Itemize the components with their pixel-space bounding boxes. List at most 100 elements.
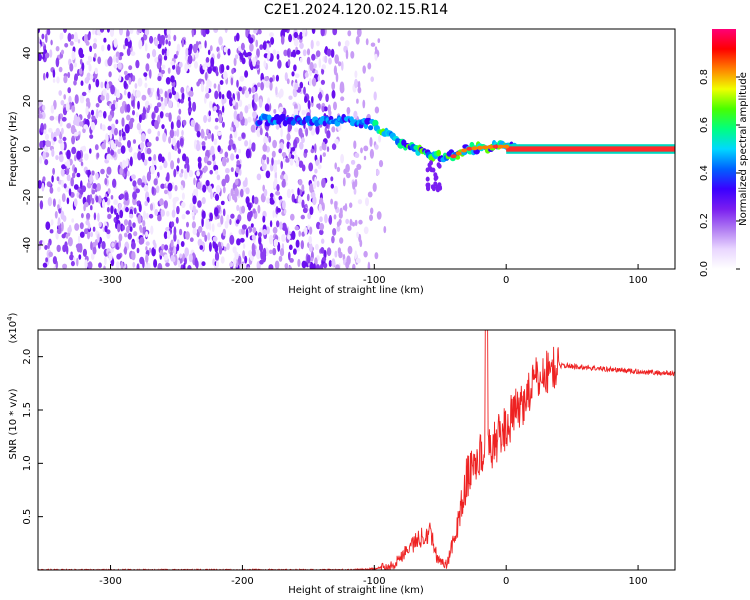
noise-speck: [288, 152, 291, 160]
noise-speck: [247, 103, 252, 109]
noise-speck: [118, 52, 124, 57]
noise-speck: [262, 154, 267, 161]
noise-speck: [58, 66, 63, 73]
noise-speck: [89, 134, 94, 139]
noise-speck: [49, 186, 54, 194]
noise-speck: [100, 81, 104, 89]
noise-speck: [291, 188, 294, 194]
noise-speck: [98, 221, 102, 228]
noise-speck: [199, 245, 204, 250]
noise-speck: [367, 191, 373, 198]
noise-speck: [46, 29, 51, 36]
noise-speck: [316, 180, 320, 188]
x-tick-label: 100: [629, 576, 648, 587]
noise-speck: [362, 99, 366, 109]
noise-speck: [121, 224, 125, 231]
noise-speck: [232, 100, 236, 106]
noise-speck: [90, 252, 95, 260]
noise-speck: [79, 53, 85, 59]
noise-speck: [143, 210, 146, 221]
noise-speck: [135, 90, 141, 98]
noise-speck: [249, 43, 254, 52]
noise-speck: [113, 63, 118, 69]
noise-speck: [184, 62, 189, 72]
noise-speck: [176, 43, 181, 54]
noise-speck: [192, 43, 198, 54]
noise-speck: [235, 154, 239, 160]
y-tick-label: 20: [22, 95, 33, 108]
noise-speck: [287, 234, 291, 240]
noise-speck: [163, 160, 168, 169]
noise-speck: [181, 37, 185, 48]
tone-band-core: [506, 146, 675, 152]
noise-speck: [97, 233, 100, 243]
noise-speck: [49, 115, 55, 121]
noise-speck: [245, 228, 249, 238]
noise-speck: [187, 106, 193, 113]
noise-speck: [124, 232, 128, 238]
noise-speck: [127, 140, 131, 148]
noise-speck: [84, 77, 90, 84]
noise-speck: [62, 136, 67, 142]
signal-blob: [437, 182, 442, 188]
noise-speck: [298, 230, 302, 237]
noise-speck: [306, 56, 311, 65]
signal-blob: [281, 113, 286, 121]
noise-speck: [167, 67, 171, 74]
noise-speck: [118, 203, 122, 209]
noise-speck: [233, 257, 237, 266]
noise-speck: [45, 140, 51, 148]
noise-speck: [90, 109, 95, 116]
noise-speck: [38, 53, 42, 62]
y-tick-label: 0.5: [22, 509, 33, 525]
noise-speck: [143, 159, 148, 166]
x-tick-label: 0: [503, 576, 509, 587]
noise-speck: [330, 198, 333, 205]
noise-speck: [238, 148, 242, 154]
signal-blob: [455, 151, 462, 156]
noise-speck: [376, 169, 380, 176]
noise-speck: [374, 252, 379, 260]
noise-speck: [275, 191, 281, 196]
noise-speck: [294, 127, 299, 133]
noise-speck: [176, 140, 180, 150]
noise-speck: [83, 33, 88, 44]
noise-speck: [308, 162, 314, 172]
noise-speck: [201, 197, 206, 205]
noise-speck: [160, 34, 166, 42]
signal-blob: [466, 146, 473, 151]
noise-speck: [345, 218, 350, 225]
noise-speck: [217, 105, 220, 110]
noise-speck: [170, 221, 175, 228]
noise-speck: [357, 80, 361, 90]
noise-speck: [67, 71, 71, 79]
noise-speck: [202, 184, 207, 193]
noise-speck: [93, 212, 97, 221]
noise-speck: [258, 98, 263, 108]
noise-speck: [75, 243, 81, 249]
noise-speck: [297, 187, 300, 196]
noise-speck: [256, 60, 260, 66]
noise-speck: [89, 45, 93, 52]
noise-speck: [251, 143, 256, 152]
noise-speck: [65, 233, 69, 239]
noise-speck: [68, 95, 72, 104]
noise-speck: [85, 106, 89, 116]
noise-speck: [154, 208, 159, 216]
noise-speck: [294, 73, 300, 78]
noise-speck: [207, 49, 211, 56]
noise-speck: [318, 58, 322, 69]
noise-speck: [286, 133, 291, 141]
noise-speck: [157, 262, 163, 269]
y-tick-label: 2.0: [22, 349, 33, 365]
noise-speck: [47, 197, 53, 207]
noise-speck: [133, 139, 136, 144]
noise-speck: [239, 111, 244, 121]
noise-speck: [110, 139, 115, 150]
noise-speck: [191, 29, 195, 38]
noise-speck: [201, 141, 206, 147]
noise-speck: [201, 210, 206, 219]
noise-speck: [326, 146, 330, 153]
noise-speck: [338, 251, 343, 259]
noise-speck: [59, 32, 63, 41]
